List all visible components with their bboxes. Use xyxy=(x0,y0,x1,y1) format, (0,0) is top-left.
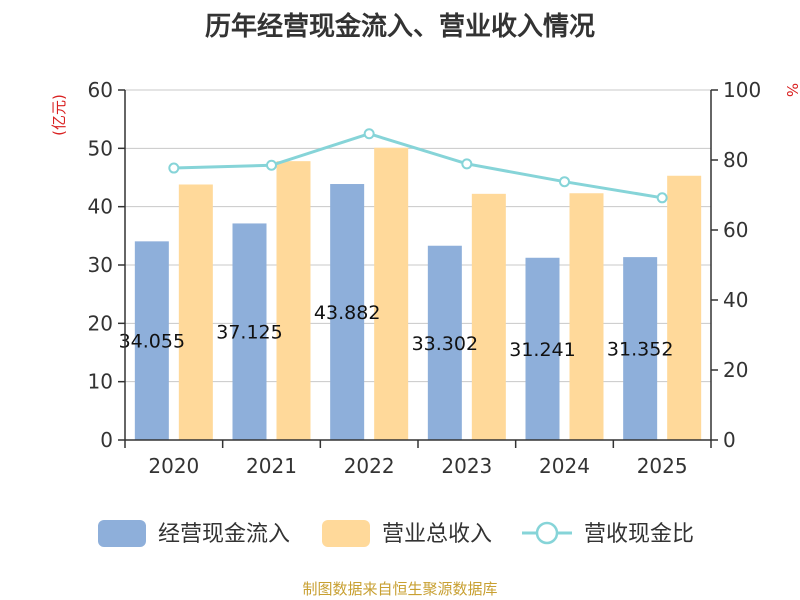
axes-layer: 0 10 20 30 40 50 60 0 20 40 60 80 100 2020 2021 2022 202… xyxy=(50,78,800,478)
right-tick-label: 100 xyxy=(723,78,761,102)
bar-revenue-2023 xyxy=(471,193,506,440)
legend-label: 营业总收入 xyxy=(382,522,492,547)
ratio-point-2023 xyxy=(461,158,473,170)
chart-title: 历年经营现金流入、营业收入情况 xyxy=(204,12,595,42)
line-layer xyxy=(168,128,668,204)
bar-revenue-2022 xyxy=(374,147,409,440)
left-tick-label: 10 xyxy=(88,370,113,394)
legend-swatch xyxy=(322,520,370,547)
x-tick-label: 2021 xyxy=(246,454,297,478)
x-tick-label: 2022 xyxy=(344,454,395,478)
right-tick-label: 60 xyxy=(723,218,748,242)
bar-data-label: 43.882 xyxy=(314,302,380,324)
legend-item-revenue: 营业总收入 xyxy=(322,520,492,547)
left-axis-label: (亿元) xyxy=(50,94,68,136)
legend-label: 经营现金流入 xyxy=(158,522,290,547)
x-tick-label: 2020 xyxy=(148,454,199,478)
bar-cash-inflow-2023 xyxy=(427,245,462,440)
ratio-point-2024 xyxy=(559,176,570,188)
right-tick-label: 80 xyxy=(723,148,748,172)
bar-cash-inflow-2025 xyxy=(623,257,658,440)
ratio-line xyxy=(173,132,663,200)
x-tick-label: 2024 xyxy=(539,454,590,478)
ratio-point-2020 xyxy=(168,162,180,174)
legend-item-ratio: 营收现金比 xyxy=(522,521,694,547)
bars-layer xyxy=(134,147,702,440)
x-tick-label: 2023 xyxy=(441,454,492,478)
bar-cash-inflow-2024 xyxy=(525,257,560,440)
left-tick-label: 40 xyxy=(88,195,113,219)
gridlines xyxy=(125,89,711,383)
legend: 经营现金流入 营业总收入 营收现金比 xyxy=(98,520,694,547)
bar-cash-inflow-2020 xyxy=(134,241,169,440)
source-note: 制图数据来自恒生聚源数据库 xyxy=(302,580,498,598)
ratio-point-2022 xyxy=(363,128,375,140)
left-tick-label: 0 xyxy=(100,428,113,452)
right-tick-label: 40 xyxy=(723,288,748,312)
bar-data-label: 33.302 xyxy=(412,333,478,355)
left-tick-label: 50 xyxy=(88,136,113,160)
bar-revenue-2025 xyxy=(667,175,702,440)
legend-label: 营收现金比 xyxy=(584,522,694,547)
right-tick-label: 20 xyxy=(723,358,748,382)
bar-revenue-2020 xyxy=(178,184,213,440)
right-tick-label: 0 xyxy=(723,428,736,452)
bar-data-label: 34.055 xyxy=(119,331,185,353)
bar-cash-inflow-2021 xyxy=(232,223,267,440)
bar-cash-inflow-2022 xyxy=(330,184,365,440)
x-tick-label: 2025 xyxy=(637,454,688,478)
bar-data-label: 31.241 xyxy=(509,339,575,361)
bar-data-label: 31.352 xyxy=(607,339,673,361)
bar-revenue-2021 xyxy=(276,161,311,440)
ratio-point-2025 xyxy=(656,192,668,204)
ratio-point-2021 xyxy=(266,159,277,171)
legend-item-cash-inflow: 经营现金流入 xyxy=(98,520,290,547)
right-axis-label: % xyxy=(783,83,800,97)
left-tick-label: 20 xyxy=(88,311,113,335)
legend-swatch xyxy=(98,520,146,547)
bar-revenue-2024 xyxy=(569,193,604,440)
legend-marker xyxy=(535,521,559,545)
left-tick-label: 30 xyxy=(88,253,113,277)
data-labels-layer: 34.055 37.125 43.882 33.302 31.241 31.352 xyxy=(119,302,674,361)
left-tick-label: 60 xyxy=(88,78,113,102)
bar-data-label: 37.125 xyxy=(216,322,282,344)
